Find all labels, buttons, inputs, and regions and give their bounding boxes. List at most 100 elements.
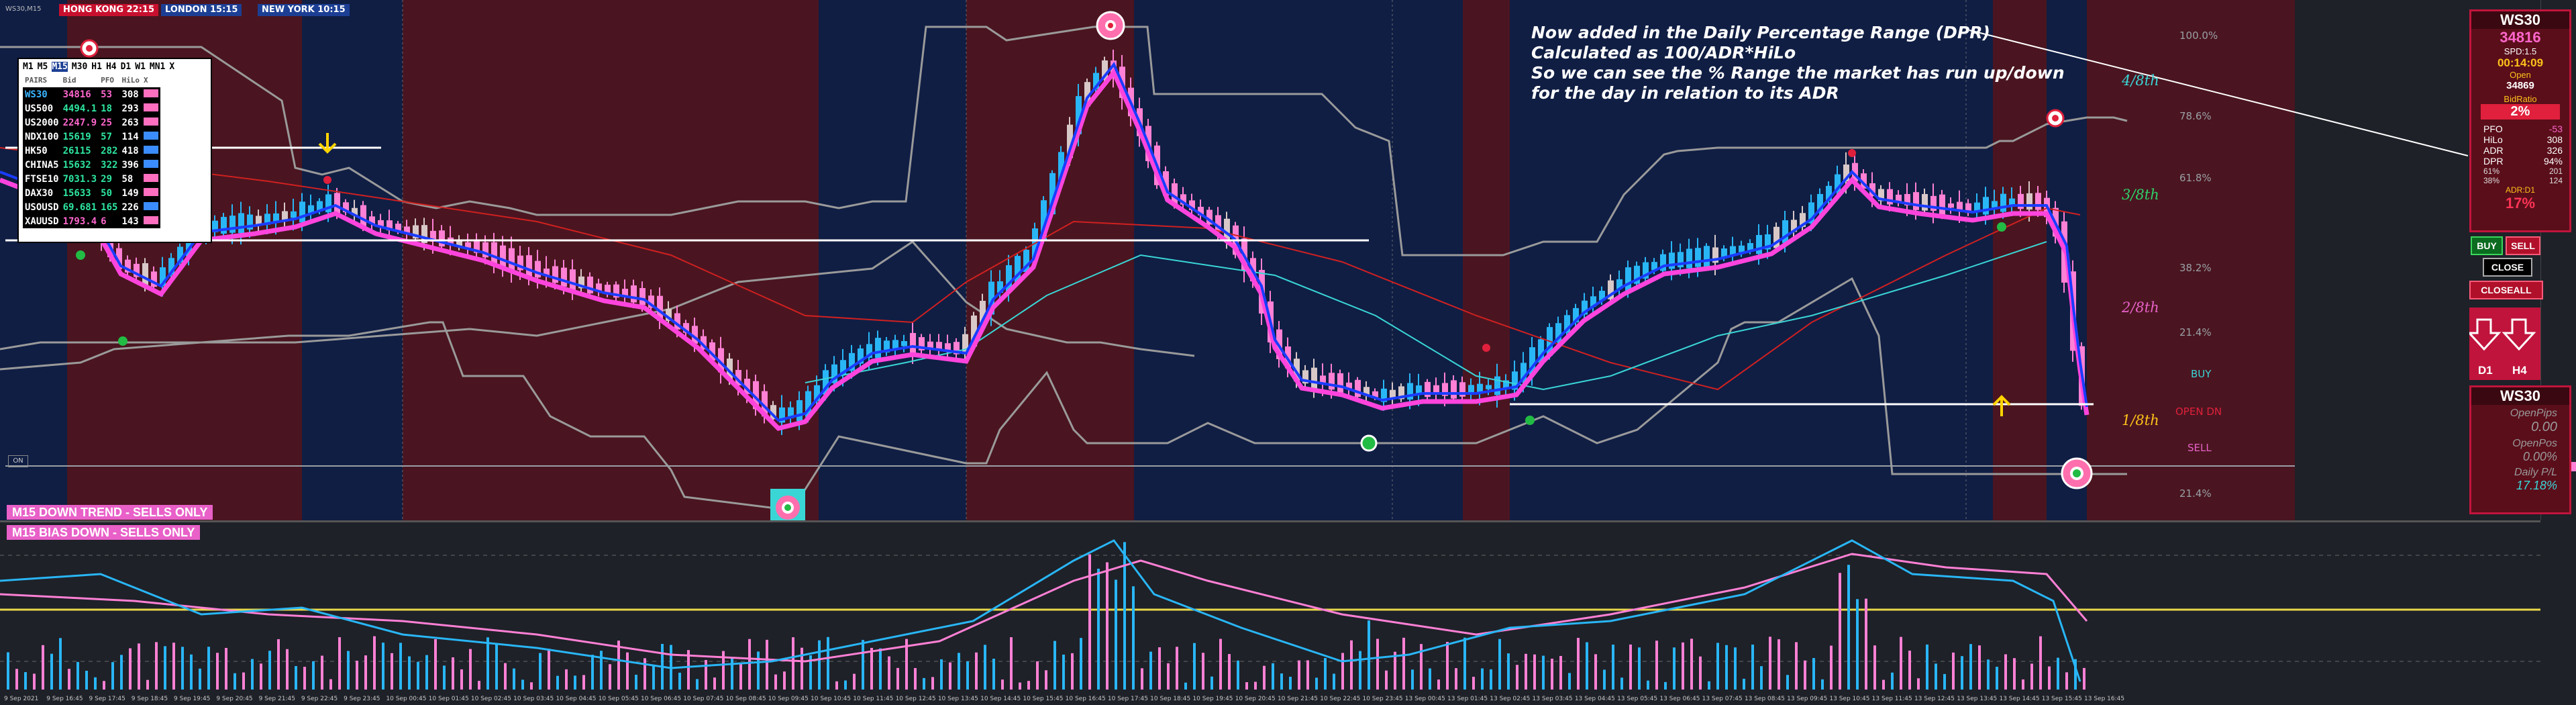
- pair-swatch[interactable]: [142, 101, 160, 115]
- candle-body: [692, 326, 698, 344]
- candle-body: [1983, 197, 1989, 215]
- timeframe-m1[interactable]: M1: [23, 62, 34, 72]
- close-button[interactable]: CLOSE: [2483, 258, 2532, 277]
- timeframe-m15[interactable]: M15: [52, 62, 68, 72]
- timeframe-w1[interactable]: W1: [135, 62, 146, 72]
- histogram-bar: [452, 657, 454, 690]
- price-chart[interactable]: [0, 0, 2576, 520]
- session-clock: NEW YORK 10:15: [258, 4, 350, 16]
- candle-body: [605, 285, 611, 295]
- candle-body: [1582, 300, 1588, 315]
- pair-swatch[interactable]: [142, 200, 160, 214]
- time-tick: 9 Sep 16:45: [46, 696, 83, 702]
- pairs-panel: M1 M5 M15 M30 H1 H4 D1 W1 MN1 X PAIRS Bid PFO HiLo X …: [17, 58, 212, 243]
- pair-row[interactable]: XAUUSD 1793.4 6 143: [23, 214, 160, 228]
- timeframe-m5[interactable]: M5: [37, 62, 48, 72]
- candle-body: [1992, 201, 1998, 208]
- histogram-bar: [582, 675, 585, 690]
- close-all-button[interactable]: CLOSEALL: [2469, 281, 2543, 299]
- candle-body: [151, 271, 157, 287]
- histogram-bar: [2074, 659, 2077, 690]
- pair-swatch[interactable]: [142, 186, 160, 200]
- histogram-bar: [138, 643, 140, 690]
- histogram-bar: [1202, 653, 1204, 690]
- timeframe-mn1[interactable]: MN1: [149, 62, 166, 72]
- pair-swatch[interactable]: [142, 115, 160, 130]
- candle-body: [753, 381, 759, 410]
- pair-pfo: 165: [101, 201, 118, 213]
- histogram-bar: [1210, 676, 1213, 690]
- histogram-bar: [1280, 673, 1283, 690]
- candle-body: [168, 258, 174, 275]
- candle-body: [491, 242, 497, 265]
- pair-swatch[interactable]: [142, 172, 160, 186]
- info-timer: 00:14:09: [2497, 56, 2544, 69]
- pair-swatch[interactable]: [142, 158, 160, 172]
- timeframe-m30[interactable]: M30: [71, 62, 88, 72]
- pair-row[interactable]: USOUSD 69.681 165 226: [23, 200, 160, 214]
- histogram-bar: [1097, 569, 1100, 690]
- pair-row[interactable]: DAX30 15633 50 149: [23, 186, 160, 200]
- candle-body: [1765, 234, 1771, 250]
- timeframe-x[interactable]: X: [169, 62, 175, 72]
- sell-button[interactable]: SELL: [2506, 236, 2540, 255]
- candle-body: [674, 313, 680, 330]
- pair-row[interactable]: FTSE10 7031.3 29 58: [23, 172, 160, 186]
- histogram-bar: [1411, 669, 1414, 690]
- pair-row[interactable]: NDX100 15619 57 114: [23, 130, 160, 144]
- histogram-bar: [417, 661, 419, 690]
- histogram-bar: [1830, 645, 1833, 690]
- candle-body: [1459, 382, 1465, 397]
- candle-body: [474, 241, 480, 253]
- histogram-bar: [373, 636, 376, 690]
- candle-body: [1049, 173, 1055, 215]
- pair-row[interactable]: CHINA5 15632 322 396: [23, 158, 160, 172]
- pair-row[interactable]: US500 4494.1 18 293: [23, 101, 160, 115]
- pair-row[interactable]: WS30 34816 53 308: [23, 87, 160, 101]
- histogram-bar: [1463, 637, 1466, 690]
- histogram-bar: [966, 661, 969, 690]
- annotation-line: for the day in relation to its ADR: [1531, 83, 1839, 103]
- candle-body: [910, 332, 916, 353]
- histogram-bar: [216, 653, 219, 690]
- candle-body: [1006, 265, 1012, 292]
- candle-body: [1660, 254, 1666, 271]
- annotation-pointer: [1969, 30, 2469, 156]
- column-header: PFO: [101, 76, 115, 85]
- candle-body: [631, 285, 637, 303]
- timeframe-h1[interactable]: H1: [91, 62, 102, 72]
- pair-swatch[interactable]: [142, 214, 160, 228]
- candle-body: [482, 242, 488, 258]
- buy-button[interactable]: BUY: [2471, 236, 2503, 255]
- pair-row[interactable]: HK50 26115 282 418: [23, 144, 160, 158]
- pair-swatch[interactable]: [142, 144, 160, 158]
- timeframe-d1[interactable]: D1: [120, 62, 132, 72]
- candle-body: [1721, 248, 1727, 258]
- time-tick: 10 Sep 00:45: [386, 696, 427, 702]
- histogram-bar: [923, 677, 925, 690]
- histogram-bar: [1708, 681, 1710, 690]
- session-zone: [1993, 0, 2047, 520]
- histogram-bar: [722, 651, 725, 690]
- histogram-bar: [356, 661, 358, 690]
- ma-fast-pink: [0, 68, 2090, 431]
- column-header: Bid: [62, 76, 76, 85]
- pair-swatch[interactable]: [142, 87, 160, 101]
- candle-body: [831, 364, 837, 383]
- timeframe-selector[interactable]: M1 M5 M15 M30 H1 H4 D1 W1 MN1 X: [19, 59, 211, 72]
- pair-row[interactable]: US2000 2247.9 25 263: [23, 115, 160, 130]
- histogram-bar: [42, 645, 44, 690]
- histogram-bar: [931, 677, 934, 690]
- timeframe-h4[interactable]: H4: [105, 62, 117, 72]
- on-toggle[interactable]: ON: [8, 455, 28, 467]
- histogram-bar: [234, 673, 236, 690]
- candle-body: [1669, 252, 1675, 269]
- oscillator-subchart[interactable]: [0, 520, 2576, 695]
- histogram-bar: [1594, 654, 1597, 690]
- info-bidratio-label: BidRatio: [2504, 94, 2537, 104]
- pair-swatch[interactable]: [142, 130, 160, 144]
- candle-body: [1503, 380, 1509, 389]
- histogram-bar: [2022, 679, 2024, 690]
- info-ratio-key: 61%: [2483, 167, 2500, 176]
- candle-body: [1172, 183, 1178, 204]
